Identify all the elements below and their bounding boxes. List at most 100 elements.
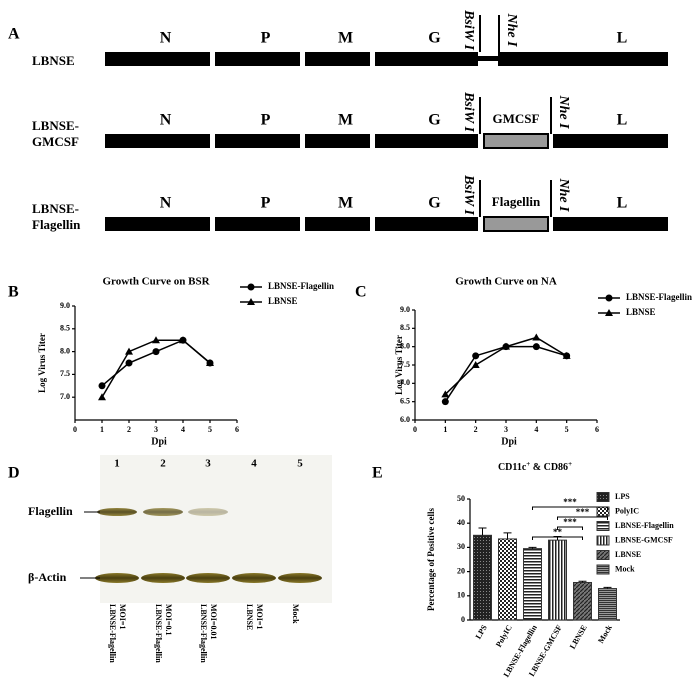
insert-label: GMCSF <box>493 111 540 126</box>
y-tick-label: 8.0 <box>400 341 410 350</box>
x-tick-label: 4 <box>534 425 538 434</box>
lane-label: LBNSE <box>245 604 254 630</box>
legend-swatch <box>596 492 610 502</box>
gene-label: N <box>160 195 172 212</box>
y-tick-label: 6.5 <box>400 396 410 405</box>
gene-label: M <box>338 30 353 47</box>
gene-segment <box>305 134 370 148</box>
actin-band <box>278 573 322 583</box>
chart-title: Growth Curve on NA <box>455 276 557 288</box>
bar <box>498 538 517 621</box>
series-line <box>101 339 211 387</box>
title-part: + <box>526 460 530 468</box>
significance-bracket <box>557 526 583 530</box>
actin-band <box>95 573 139 583</box>
y-tick-label: 0 <box>461 615 465 624</box>
gene-segment <box>105 52 210 66</box>
y-tick-label: 7.0 <box>400 378 410 387</box>
gene-label: M <box>338 112 353 129</box>
x-tick-label: 3 <box>504 425 508 434</box>
y-tick-label: 9.0 <box>60 301 70 310</box>
insert-box <box>483 216 549 232</box>
gene-label: N <box>160 30 172 47</box>
x-tick-label: 5 <box>208 425 212 434</box>
legend-marker <box>605 294 613 302</box>
y-tick-label: 7.5 <box>400 360 410 369</box>
x-tick-label: 2 <box>474 425 478 434</box>
legend-label: LBNSE-Flagellin <box>615 521 674 530</box>
bar <box>548 539 567 621</box>
y-axis-label: Log Virus Titer <box>37 333 47 393</box>
gene-segment <box>498 52 668 66</box>
gene-label: L <box>617 30 628 47</box>
flagellin-band <box>143 508 183 516</box>
gene-segment <box>215 52 300 66</box>
panel-label: E <box>372 465 383 482</box>
significance-label: *** <box>563 497 577 507</box>
significance-bracket <box>532 536 583 540</box>
panel-label: B <box>8 284 19 301</box>
bar <box>473 534 492 621</box>
x-tick-label: 0 <box>73 425 77 434</box>
insert-label: Flagellin <box>492 194 541 209</box>
gene-segment <box>553 134 668 148</box>
legend-label: LBNSE <box>626 307 656 317</box>
point <box>125 359 133 367</box>
legend-label: LBNSE-GMCSF <box>615 535 673 544</box>
point <box>98 382 106 390</box>
error-bar <box>578 580 587 583</box>
legend-label: LBNSE <box>615 550 641 559</box>
legend-label: Mock <box>615 564 635 573</box>
point <box>98 393 106 401</box>
y-tick-label: 40 <box>457 518 465 527</box>
y-tick-label: 6.0 <box>400 415 410 424</box>
gene-segment <box>215 134 300 148</box>
lane-number: 4 <box>251 458 257 470</box>
bar <box>598 588 617 621</box>
site-label: Nhe I <box>504 12 519 47</box>
lane-number: 1 <box>114 458 120 470</box>
x-tick-label: 2 <box>127 425 131 434</box>
point <box>441 398 449 406</box>
legend-marker <box>247 283 255 291</box>
lane-number: 3 <box>205 458 211 470</box>
y-tick-label: 8.0 <box>60 346 70 355</box>
lane-label: MOI=0.01 <box>209 604 218 639</box>
lane-label: MOI=1 <box>118 604 127 629</box>
legend-swatch <box>596 535 610 546</box>
gene-label: L <box>617 195 628 212</box>
gene-segment <box>305 217 370 231</box>
band-label: Flagellin <box>28 504 73 518</box>
x-tick-label: LPS <box>474 623 489 641</box>
site-label: Nhe I <box>556 177 571 212</box>
gene-label: L <box>617 112 628 129</box>
gene-segment <box>215 217 300 231</box>
chart-title: Growth Curve on BSR <box>102 276 210 288</box>
y-tick-label: 9.0 <box>400 305 410 314</box>
point <box>502 342 510 350</box>
y-tick-label: 7.0 <box>60 392 70 401</box>
legend-label: LBNSE <box>268 296 298 306</box>
legend-label: LBNSE-Flagellin <box>268 281 334 291</box>
significance-bracket <box>557 516 608 520</box>
site-label: Nhe I <box>556 94 571 129</box>
lane-number: 5 <box>297 458 303 470</box>
panel-label: D <box>8 465 20 482</box>
construct-name: Flagellin <box>32 217 81 232</box>
construct-name: LBNSE- <box>32 201 79 216</box>
legend-label: LPS <box>615 492 630 501</box>
x-tick-label: 6 <box>235 425 239 434</box>
panel-label: A <box>8 26 20 43</box>
x-tick-label: 3 <box>154 425 158 434</box>
gene-label: N <box>160 112 172 129</box>
gene-segment <box>105 134 210 148</box>
point <box>206 359 214 366</box>
legend-swatch <box>596 564 610 575</box>
legend-label: LBNSE-Flagellin <box>626 292 692 302</box>
construct-name: GMCSF <box>32 134 79 149</box>
gene-label: P <box>261 30 271 47</box>
gene-label: G <box>428 30 441 47</box>
y-tick-label: 30 <box>457 542 465 551</box>
y-axis-label: Log Virus Titer <box>394 335 404 395</box>
x-tick-label: 1 <box>443 425 447 434</box>
